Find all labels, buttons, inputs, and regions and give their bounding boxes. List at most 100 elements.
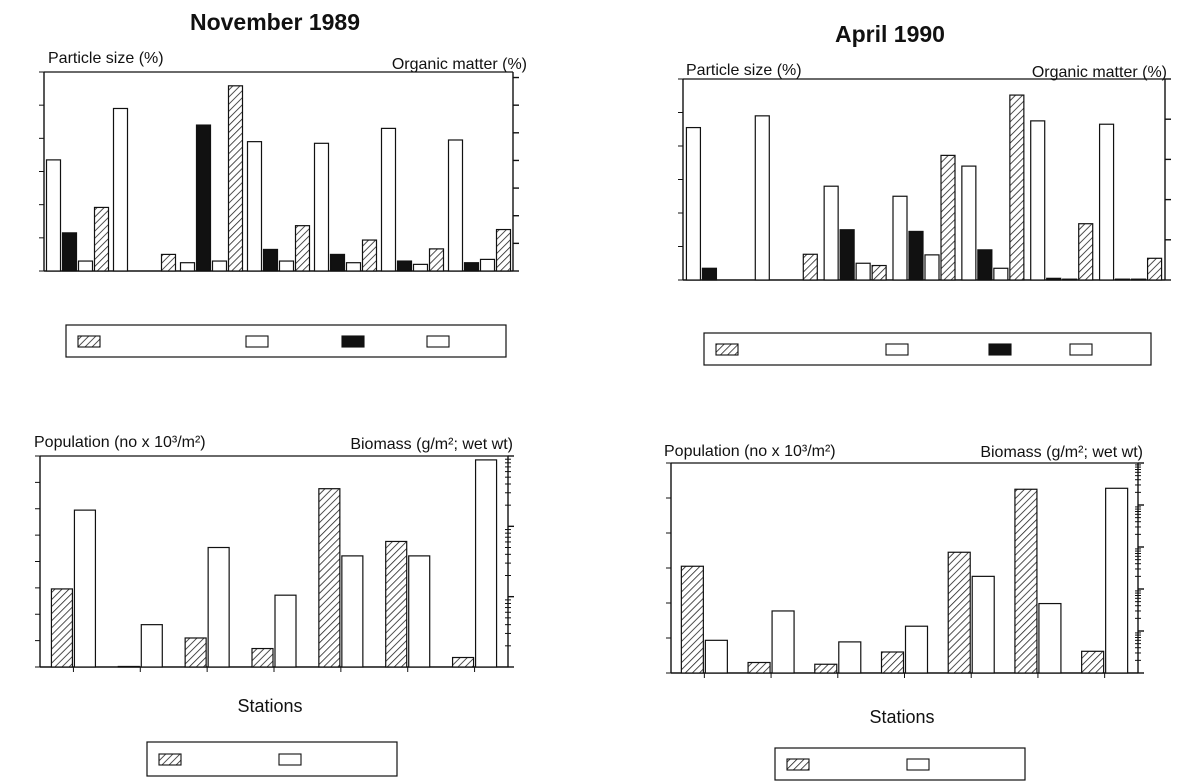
ylabel-right-nov-particle: Organic matter (%) <box>392 56 527 73</box>
bar-clay <box>211 260 228 272</box>
panel-nov-1989-particle: November 1989 Particle size (%) Organic … <box>39 9 527 358</box>
bar-sand <box>380 127 397 272</box>
bar-clay <box>993 267 1009 281</box>
bar-population <box>50 588 74 668</box>
xlabel-nov-pop: Stations <box>237 696 302 716</box>
bar-biomass <box>140 624 163 668</box>
legend-swatch-biomass <box>278 753 302 766</box>
legend-swatch-clay <box>1069 343 1093 356</box>
legend-swatch-clay <box>426 335 450 348</box>
bar-clay <box>77 260 94 272</box>
ylabel-right-nov-pop: Biomass (g/m²; wet wt) <box>350 436 513 453</box>
bar-organic-matter <box>871 264 887 281</box>
bar-organic-matter <box>227 85 244 272</box>
ylabel-left-apr-particle: Particle size (%) <box>686 62 802 79</box>
bar-clay <box>924 254 940 281</box>
legend-nov-pop <box>146 741 398 777</box>
bar-population <box>451 656 475 668</box>
bar-population <box>1081 650 1105 674</box>
bar-sand <box>447 139 464 272</box>
bar-silt <box>396 260 413 272</box>
legend-swatch-sand <box>885 343 909 356</box>
legend-swatch-organic <box>715 343 739 356</box>
ylabel-left-nov-pop: Population (no x 10³/m²) <box>34 434 206 451</box>
legend-apr-pop <box>774 747 1026 781</box>
bar-population <box>680 565 704 674</box>
bar-sand <box>892 195 908 281</box>
bar-biomass <box>771 610 795 674</box>
bar-sand <box>112 107 129 272</box>
bar-silt <box>262 248 279 272</box>
ylabel-right-apr-pop: Biomass (g/m²; wet wt) <box>980 444 1143 461</box>
bar-clay <box>855 262 871 281</box>
ylabel-left-apr-pop: Population (no x 10³/m²) <box>664 443 836 460</box>
bar-biomass <box>274 594 297 668</box>
bar-population <box>747 661 771 674</box>
panel-apr-1990-particle: April 1990 Particle size (%) Organic mat… <box>678 21 1171 366</box>
bar-sand <box>313 142 330 272</box>
bar-population <box>385 540 408 668</box>
bar-population <box>880 651 905 674</box>
bar-biomass <box>838 641 862 674</box>
bar-silt <box>908 230 924 281</box>
bar-biomass <box>971 575 995 674</box>
bar-biomass <box>341 555 364 668</box>
bar-silt <box>1114 278 1131 281</box>
bar-silt <box>701 267 718 281</box>
ylabel-right-apr-particle: Organic matter (%) <box>1032 64 1167 81</box>
bar-clay <box>345 262 362 272</box>
bar-organic-matter <box>1009 94 1025 281</box>
bar-organic-matter <box>802 253 818 281</box>
panel-nov-1989-population: Population (no x 10³/m²) Biomass (g/m²; … <box>34 434 514 777</box>
bar-organic-matter <box>361 239 378 272</box>
bar-population <box>117 665 140 668</box>
legend-swatch-biomass <box>906 758 930 771</box>
legend-apr-particle <box>703 332 1152 366</box>
bar-population <box>947 551 971 674</box>
bar-organic-matter <box>1078 223 1094 281</box>
bar-biomass <box>904 625 929 674</box>
plot-area-apr-pop <box>666 462 1144 678</box>
plot-area-nov-pop <box>35 455 514 672</box>
legend-swatch-silt <box>988 343 1012 356</box>
bar-clay <box>1130 278 1147 281</box>
bar-sand <box>1098 123 1115 281</box>
panel-apr-1990-population: Population (no x 10³/m²) Biomass (g/m²; … <box>664 443 1144 781</box>
bar-sand <box>246 141 263 272</box>
bar-sand <box>754 115 770 281</box>
bar-clay <box>412 263 429 272</box>
ylabel-left-nov-particle: Particle size (%) <box>48 50 164 67</box>
bar-silt <box>195 124 212 272</box>
legend-swatch-organic <box>77 335 101 348</box>
bar-silt <box>463 262 480 272</box>
chart-title-nov-1989: November 1989 <box>190 9 360 35</box>
bar-population <box>184 637 207 668</box>
bar-silt <box>839 229 855 281</box>
bar-biomass <box>73 509 97 668</box>
plot-area-nov-particle <box>39 71 519 272</box>
bar-population <box>251 647 274 668</box>
bar-organic-matter <box>294 225 311 272</box>
legend-box <box>146 741 398 777</box>
legend-swatch-sand <box>245 335 269 348</box>
bar-organic-matter <box>1146 257 1163 281</box>
xlabel-apr-pop: Stations <box>869 707 934 727</box>
bar-biomass <box>704 639 728 674</box>
bar-silt <box>329 253 346 272</box>
bar-biomass <box>1105 487 1129 674</box>
legend-swatch-silt <box>341 335 365 348</box>
bar-population <box>318 488 341 668</box>
legend-swatch-population <box>158 753 182 766</box>
legend-box <box>774 747 1026 781</box>
bar-clay <box>479 258 496 272</box>
bar-silt <box>977 249 993 281</box>
bar-biomass <box>474 459 498 668</box>
bar-organic-matter <box>428 248 445 272</box>
bar-sand <box>45 159 62 272</box>
bar-biomass <box>408 555 431 668</box>
legend-nov-particle <box>65 324 507 358</box>
bar-organic-matter <box>160 253 177 272</box>
bar-sand <box>685 126 702 281</box>
bar-clay <box>278 260 295 272</box>
